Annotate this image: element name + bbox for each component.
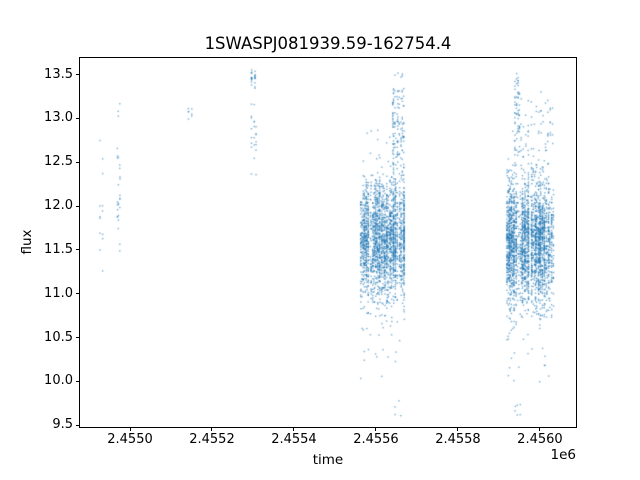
y-tick-label: 10.0 bbox=[44, 373, 73, 389]
x-axis-label: time bbox=[312, 452, 344, 468]
y-tick-label: 12.5 bbox=[44, 154, 73, 170]
y-tick-label: 11.5 bbox=[44, 241, 73, 257]
y-tick-mark bbox=[76, 380, 80, 382]
x-tick-mark bbox=[457, 427, 459, 431]
y-tick-mark bbox=[76, 161, 80, 163]
x-tick-label: 2.4560 bbox=[517, 432, 563, 447]
x-tick-mark bbox=[539, 427, 541, 431]
x-tick-mark bbox=[375, 427, 377, 431]
x-tick-label: 2.4558 bbox=[435, 432, 481, 447]
y-tick-label: 13.0 bbox=[44, 110, 73, 126]
x-tick-label: 2.4552 bbox=[189, 432, 235, 447]
x-tick-label: 2.4556 bbox=[353, 432, 399, 447]
x-tick-label: 2.4550 bbox=[107, 432, 153, 447]
plot-area bbox=[79, 57, 577, 428]
x-tick-mark bbox=[129, 427, 131, 431]
y-tick-mark bbox=[76, 74, 80, 76]
x-axis-offset-label: 1e6 bbox=[550, 447, 576, 463]
y-tick-label: 10.5 bbox=[44, 329, 73, 345]
y-tick-mark bbox=[76, 205, 80, 207]
y-tick-mark bbox=[76, 249, 80, 251]
x-tick-mark bbox=[211, 427, 213, 431]
y-tick-mark bbox=[76, 293, 80, 295]
scatter-canvas bbox=[80, 58, 576, 427]
chart-title: 1SWASPJ081939.59-162754.4 bbox=[204, 34, 452, 53]
x-tick-label: 2.4554 bbox=[271, 432, 317, 447]
y-tick-label: 13.5 bbox=[44, 66, 73, 82]
y-tick-mark bbox=[76, 117, 80, 119]
y-tick-label: 9.5 bbox=[52, 417, 73, 433]
y-tick-mark bbox=[76, 424, 80, 426]
y-tick-label: 12.0 bbox=[44, 198, 73, 214]
x-tick-mark bbox=[293, 427, 295, 431]
y-tick-label: 11.0 bbox=[44, 285, 73, 301]
y-tick-mark bbox=[76, 337, 80, 339]
